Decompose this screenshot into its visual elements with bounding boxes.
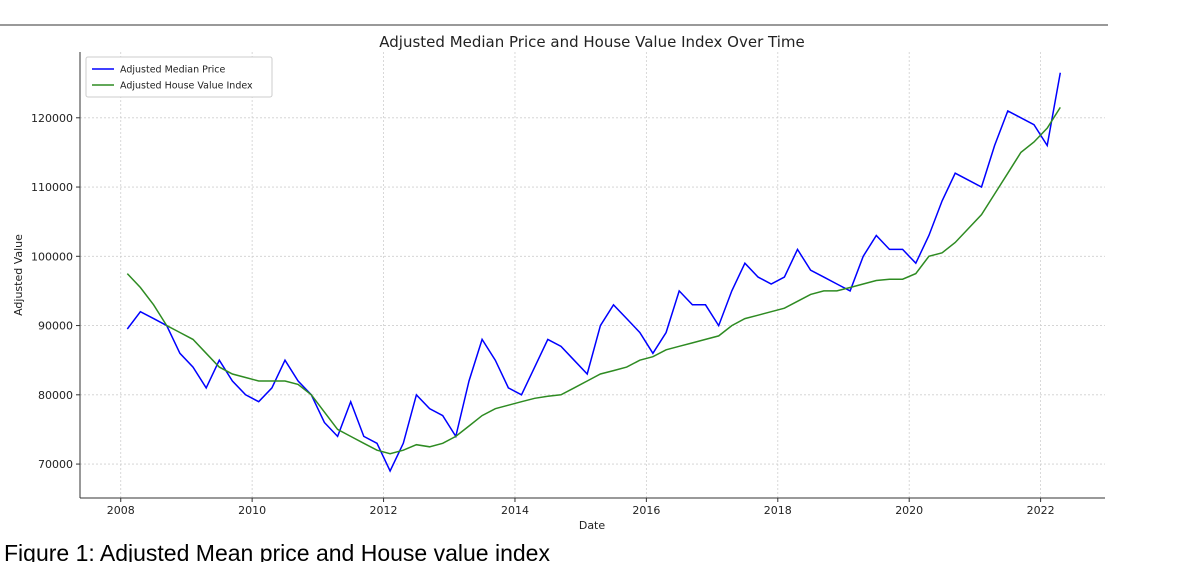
x-axis-label: Date <box>579 519 606 532</box>
x-tick-label: 2020 <box>895 504 923 517</box>
x-tick-label: 2016 <box>632 504 660 517</box>
y-axis-label: Adjusted Value <box>12 234 25 316</box>
legend-label: Adjusted House Value Index <box>120 81 253 92</box>
caption: Figure 1: Adjusted Mean price and House … <box>4 540 550 562</box>
x-tick-label: 2008 <box>107 504 135 517</box>
legend: Adjusted Median Price Adjusted House Valu… <box>85 56 273 98</box>
y-tick-label: 70000 <box>38 458 73 471</box>
legend-label: Adjusted Median Price <box>120 65 225 76</box>
chart-title: Adjusted Median Price and House Value In… <box>379 33 804 51</box>
data-line <box>126 107 1061 455</box>
x-tick-label: 2018 <box>764 504 792 517</box>
y-tick-label: 110000 <box>31 181 73 194</box>
x-tick-label: 2012 <box>370 504 398 517</box>
x-tick-label: 2010 <box>238 504 266 517</box>
x-tick-label: 2022 <box>1027 504 1055 517</box>
data-line <box>126 72 1062 473</box>
x-tick-label: 2014 <box>501 504 529 517</box>
y-tick-label: 90000 <box>38 320 73 333</box>
y-tick-label: 120000 <box>31 112 73 125</box>
y-tick-label: 100000 <box>31 250 73 263</box>
y-tick-label: 80000 <box>38 389 73 402</box>
legend-box <box>85 56 273 98</box>
